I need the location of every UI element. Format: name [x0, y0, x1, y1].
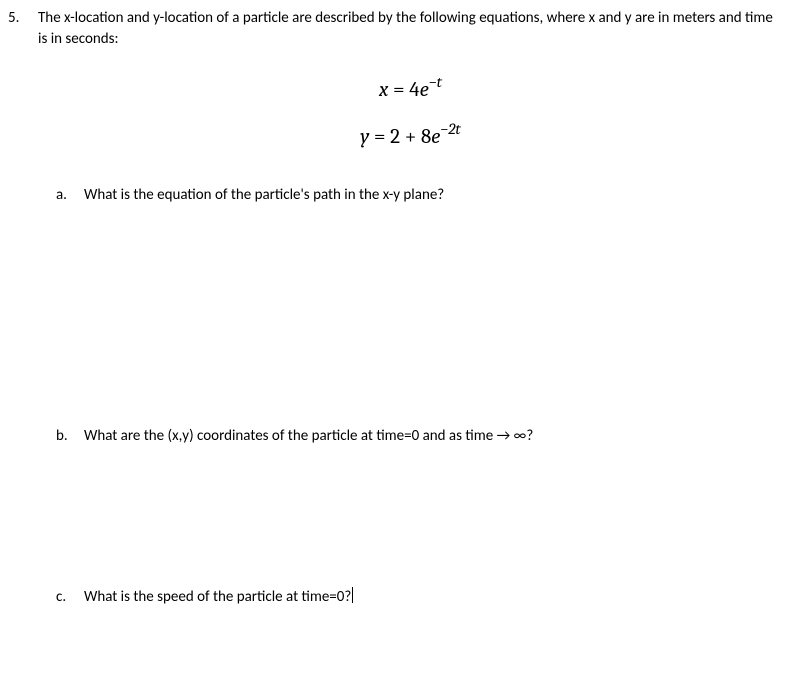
eq1-eq: = [388, 78, 409, 102]
problem-prompt: The x-location and y-location of a parti… [38, 8, 783, 50]
eq2-exp: −2t [440, 120, 460, 138]
subpart-c-letter: c. [56, 587, 70, 608]
problem-body: The x-location and y-location of a parti… [38, 8, 783, 608]
subpart-c-body: What is the speed of the particle at tim… [84, 587, 783, 608]
subparts: a. What is the equation of the particle'… [38, 185, 783, 608]
subpart-b: b. What are the (x,y) coordinates of the… [56, 426, 783, 447]
eq1-e: e [420, 78, 429, 102]
eq2-e: e [431, 125, 440, 149]
eq2-rhs1: 2 + 8 [390, 125, 431, 149]
eq1-coef: 4 [409, 78, 419, 102]
equation-y: y = 2 + 8e−2t [38, 119, 783, 152]
eq2-lhs: y [360, 125, 369, 149]
subpart-c: c. What is the speed of the particle at … [56, 587, 783, 608]
equation-x: x = 4e−t [38, 72, 783, 105]
eq1-lhs: x [379, 78, 388, 102]
problem-number: 5. [8, 8, 26, 608]
text-cursor-icon [352, 587, 353, 603]
eq1-exp: −t [429, 73, 442, 91]
subpart-a-letter: a. [56, 185, 70, 206]
subpart-c-text: What is the speed of the particle at tim… [84, 588, 351, 606]
eq2-eq: = [369, 125, 390, 149]
subpart-b-letter: b. [56, 426, 70, 447]
subpart-b-text: What are the (x,y) coordinates of the pa… [84, 426, 783, 447]
equations-block: x = 4e−t y = 2 + 8e−2t [38, 72, 783, 153]
subpart-a: a. What is the equation of the particle'… [56, 185, 783, 206]
problem-5: 5. The x-location and y-location of a pa… [8, 8, 783, 608]
subpart-a-text: What is the equation of the particle's p… [84, 185, 783, 206]
